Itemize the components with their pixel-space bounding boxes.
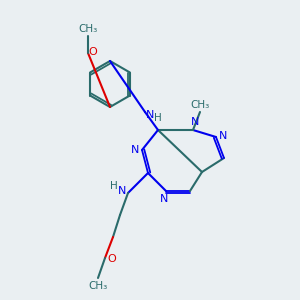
Text: CH₃: CH₃ <box>88 281 108 291</box>
Text: N: N <box>191 117 199 127</box>
Text: N: N <box>131 145 139 155</box>
Text: O: O <box>108 254 116 264</box>
Text: N: N <box>160 194 168 204</box>
Text: CH₃: CH₃ <box>78 24 98 34</box>
Text: H: H <box>154 113 162 123</box>
Text: N: N <box>219 131 227 141</box>
Text: O: O <box>88 47 98 57</box>
Text: N: N <box>118 186 126 196</box>
Text: H: H <box>110 181 118 191</box>
Text: CH₃: CH₃ <box>190 100 210 110</box>
Text: N: N <box>146 110 154 120</box>
